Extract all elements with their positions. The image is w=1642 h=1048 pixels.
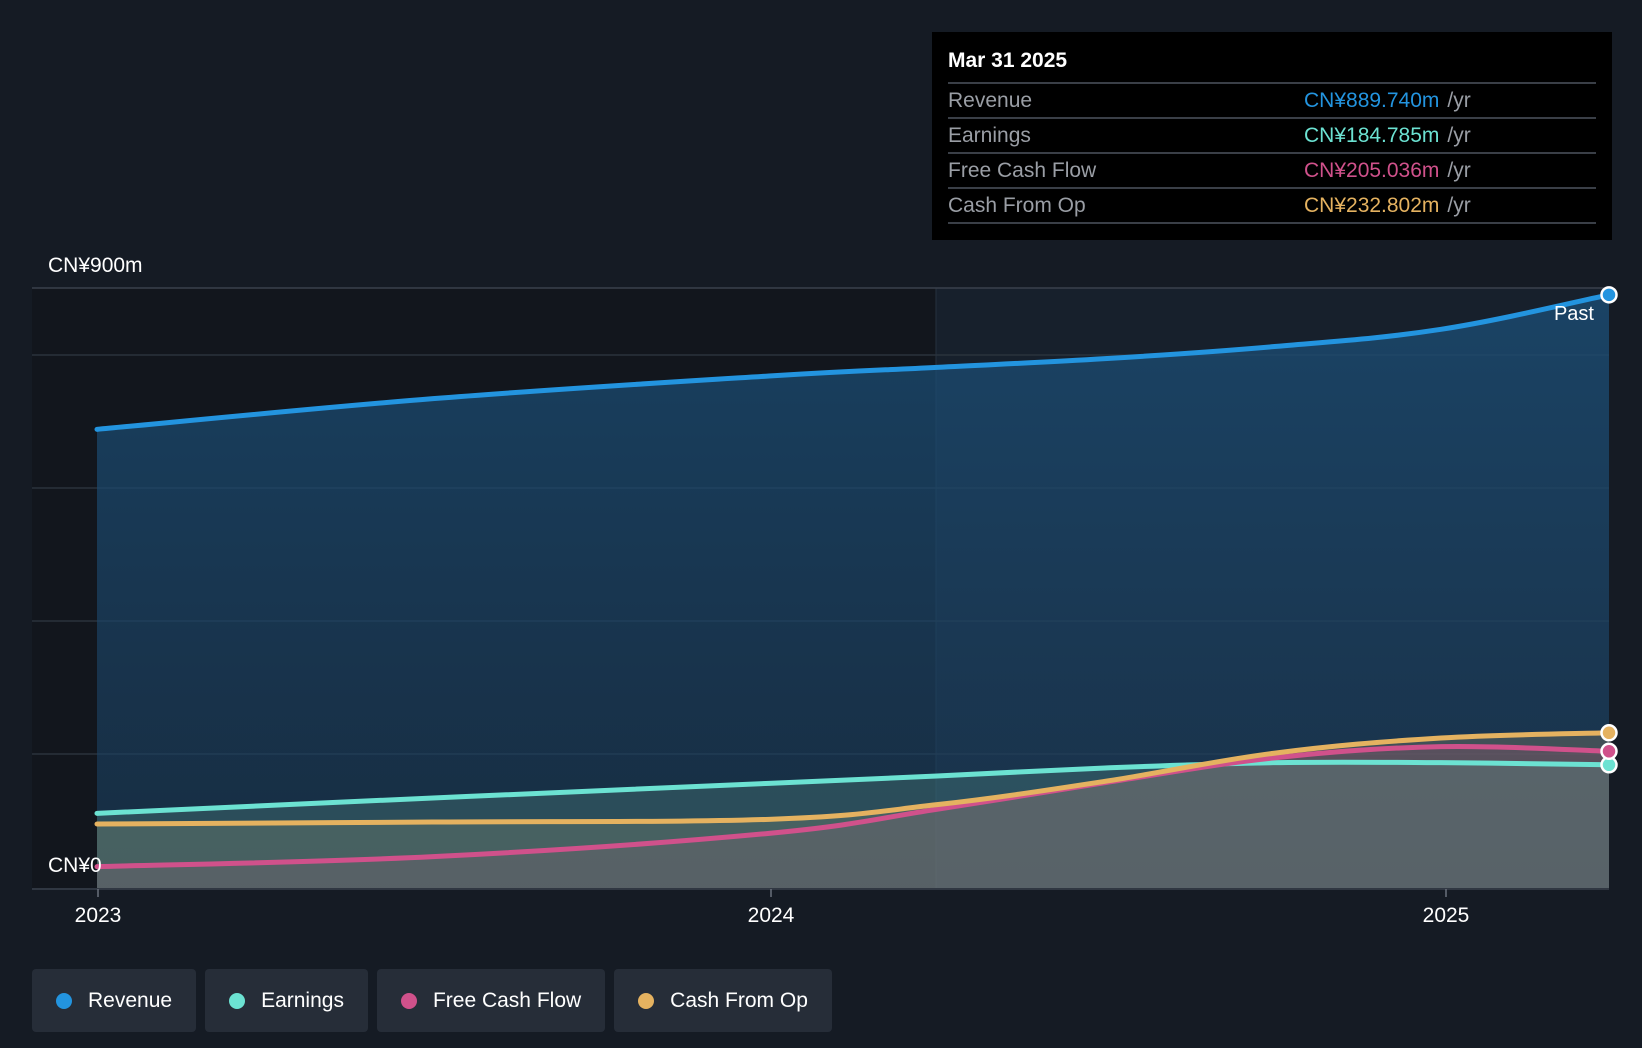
tooltip-row-revenue: Revenue CN¥889.740m /yr <box>948 84 1596 119</box>
endpoint-fcf[interactable] <box>1600 742 1618 761</box>
tooltip-unit: /yr <box>1447 159 1471 182</box>
tooltip-date: Mar 31 2025 <box>948 46 1596 84</box>
legend-label: Free Cash Flow <box>432 988 582 1012</box>
y-axis-top-label: CN¥900m <box>48 254 143 277</box>
tooltip-unit: /yr <box>1447 89 1471 112</box>
area-cfo <box>97 732 1609 888</box>
tooltip-row-earnings: Earnings CN¥184.785m /yr <box>948 119 1596 154</box>
tooltip-row-fcf: Free Cash Flow CN¥205.036m /yr <box>948 154 1596 189</box>
legend-label: Revenue <box>88 988 173 1012</box>
tooltip-label: Cash From Op <box>948 194 1086 217</box>
tooltip-unit: /yr <box>1447 124 1471 147</box>
line-cfo <box>94 730 1612 827</box>
tooltip-value: CN¥232.802m <box>1304 194 1440 217</box>
legend-item-cfo[interactable]: Cash From Op <box>614 969 832 1032</box>
x-tick-label: 2023 <box>75 904 122 927</box>
area-chart: CN¥900m CN¥0 Past 2023 2024 2025 <box>32 254 1618 927</box>
legend-dot-icon <box>400 992 417 1009</box>
chart-legend: Revenue Earnings Free Cash Flow Cash Fro… <box>32 969 832 1032</box>
tooltip-row-cfo: Cash From Op CN¥232.802m /yr <box>948 189 1596 224</box>
tooltip-value: CN¥889.740m <box>1304 89 1440 112</box>
line-revenue <box>94 292 1612 432</box>
legend-dot-icon <box>56 992 72 1009</box>
legend-dot-icon <box>638 992 655 1009</box>
endpoint-cfo[interactable] <box>1600 724 1618 742</box>
tooltip-value: CN¥184.785m <box>1304 124 1440 147</box>
tooltip-unit: /yr <box>1447 194 1471 217</box>
data-tooltip: Mar 31 2025 Revenue CN¥889.740m /yr Earn… <box>932 32 1612 240</box>
tooltip-label: Free Cash Flow <box>948 159 1097 182</box>
area-revenue <box>97 294 1609 889</box>
tooltip-value: CN¥205.036m <box>1304 159 1440 182</box>
area-fcf <box>97 746 1609 888</box>
legend-item-revenue[interactable]: Revenue <box>32 969 197 1032</box>
legend-item-earnings[interactable]: Earnings <box>205 969 368 1032</box>
legend-dot-icon <box>229 992 246 1009</box>
line-fcf <box>94 743 1612 870</box>
line-earnings <box>94 759 1612 816</box>
y-axis-bottom-label: CN¥0 <box>48 854 102 877</box>
tooltip-label: Earnings <box>948 124 1031 147</box>
legend-item-fcf[interactable]: Free Cash Flow <box>376 969 606 1032</box>
legend-label: Earnings <box>261 988 344 1012</box>
x-tick-label: 2025 <box>1423 904 1470 927</box>
past-label: Past <box>1554 303 1594 325</box>
tooltip-label: Revenue <box>948 89 1033 112</box>
x-tick-label: 2024 <box>748 904 795 927</box>
endpoint-revenue[interactable] <box>1600 286 1618 304</box>
legend-label: Cash From Op <box>670 988 808 1012</box>
